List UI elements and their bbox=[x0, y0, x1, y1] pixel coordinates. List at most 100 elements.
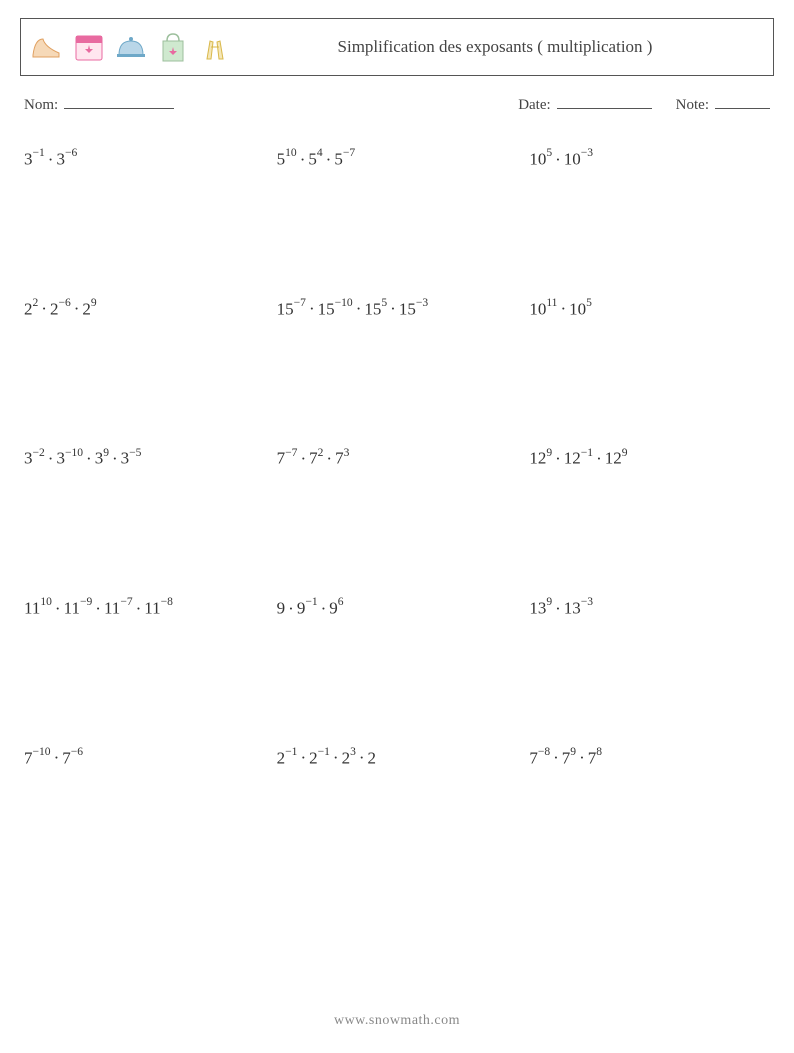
problem: 7−10·7−6 bbox=[24, 747, 265, 769]
meta-right: Date: Note: bbox=[518, 94, 770, 114]
term-base: 3 bbox=[56, 150, 65, 169]
term-exponent: −10 bbox=[33, 745, 51, 758]
term-exponent: 6 bbox=[338, 595, 344, 608]
name-label: Nom: bbox=[24, 97, 58, 114]
term-exponent: −1 bbox=[305, 595, 317, 608]
term-base: 15 bbox=[399, 299, 416, 318]
dot-operator: · bbox=[52, 599, 64, 618]
term-exponent: 4 bbox=[317, 146, 323, 159]
term-base: 15 bbox=[277, 299, 294, 318]
problem: 22·2−6·29 bbox=[24, 298, 265, 320]
term-exponent: −6 bbox=[65, 146, 77, 159]
dot-operator: · bbox=[593, 449, 605, 468]
dot-operator: · bbox=[92, 599, 104, 618]
dot-operator: · bbox=[550, 748, 562, 767]
dot-operator: · bbox=[318, 599, 330, 618]
term-base: 12 bbox=[529, 449, 546, 468]
dot-operator: · bbox=[133, 599, 145, 618]
date-blank[interactable] bbox=[557, 94, 652, 109]
dot-operator: · bbox=[109, 449, 121, 468]
dot-operator: · bbox=[552, 150, 564, 169]
problem: 1110·11−9·11−7·11−8 bbox=[24, 597, 265, 619]
term-exponent: 8 bbox=[596, 745, 602, 758]
dot-operator: · bbox=[323, 150, 335, 169]
term-base: 3 bbox=[24, 449, 33, 468]
term-exponent: −7 bbox=[285, 446, 297, 459]
term-base: 9 bbox=[277, 599, 286, 618]
problem: 15−7·15−10·155·15−3 bbox=[277, 298, 518, 320]
dot-operator: · bbox=[330, 748, 342, 767]
term-exponent: 9 bbox=[103, 446, 109, 459]
cloche-icon bbox=[113, 29, 149, 65]
term-base: 2 bbox=[368, 748, 377, 767]
term-exponent: 5 bbox=[381, 296, 387, 309]
term-base: 7 bbox=[335, 449, 344, 468]
term-base: 10 bbox=[529, 150, 546, 169]
problem: 139·13−3 bbox=[529, 597, 770, 619]
term-exponent: −6 bbox=[71, 745, 83, 758]
problems-grid: 3−1·3−6510·54·5−7105·10−322·2−6·2915−7·1… bbox=[20, 148, 774, 768]
term-base: 11 bbox=[24, 599, 40, 618]
name-blank[interactable] bbox=[64, 94, 174, 109]
term-base: 5 bbox=[308, 150, 317, 169]
term-exponent: −2 bbox=[33, 446, 45, 459]
term-base: 7 bbox=[309, 449, 318, 468]
term-exponent: −1 bbox=[318, 745, 330, 758]
term-exponent: −3 bbox=[581, 595, 593, 608]
dot-operator: · bbox=[45, 150, 57, 169]
term-exponent: 3 bbox=[344, 446, 350, 459]
dot-operator: · bbox=[297, 748, 309, 767]
dot-operator: · bbox=[323, 449, 335, 468]
term-base: 13 bbox=[529, 599, 546, 618]
term-base: 3 bbox=[95, 449, 104, 468]
term-base: 11 bbox=[104, 599, 120, 618]
term-base: 9 bbox=[329, 599, 338, 618]
term-base: 10 bbox=[529, 299, 546, 318]
header-box: Simplification des exposants ( multiplic… bbox=[20, 18, 774, 76]
term-base: 10 bbox=[564, 150, 581, 169]
term-exponent: 9 bbox=[622, 446, 628, 459]
term-base: 15 bbox=[364, 299, 381, 318]
note-blank[interactable] bbox=[715, 94, 770, 109]
term-base: 3 bbox=[56, 449, 65, 468]
term-exponent: −10 bbox=[335, 296, 353, 309]
term-exponent: 9 bbox=[546, 446, 552, 459]
term-base: 7 bbox=[529, 748, 538, 767]
term-base: 2 bbox=[342, 748, 351, 767]
term-exponent: 10 bbox=[40, 595, 52, 608]
problem: 3−1·3−6 bbox=[24, 148, 265, 170]
dot-operator: · bbox=[356, 748, 368, 767]
icon-strip bbox=[29, 29, 233, 65]
term-base: 7 bbox=[277, 449, 286, 468]
dot-operator: · bbox=[306, 299, 318, 318]
term-exponent: −6 bbox=[58, 296, 70, 309]
dot-operator: · bbox=[285, 599, 297, 618]
problem: 510·54·5−7 bbox=[277, 148, 518, 170]
dot-operator: · bbox=[387, 299, 399, 318]
term-exponent: −1 bbox=[285, 745, 297, 758]
term-exponent: 3 bbox=[350, 745, 356, 758]
term-exponent: −10 bbox=[65, 446, 83, 459]
term-exponent: 9 bbox=[91, 296, 97, 309]
problem: 7−7·72·73 bbox=[277, 447, 518, 469]
term-base: 2 bbox=[24, 299, 33, 318]
term-exponent: −9 bbox=[80, 595, 92, 608]
term-exponent: 10 bbox=[285, 146, 297, 159]
dot-operator: · bbox=[83, 449, 95, 468]
term-exponent: 5 bbox=[586, 296, 592, 309]
dot-operator: · bbox=[51, 748, 63, 767]
term-exponent: −7 bbox=[120, 595, 132, 608]
problem: 1011·105 bbox=[529, 298, 770, 320]
problem: 105·10−3 bbox=[529, 148, 770, 170]
term-base: 11 bbox=[64, 599, 80, 618]
term-base: 2 bbox=[82, 299, 91, 318]
shoe-icon bbox=[29, 29, 65, 65]
dot-operator: · bbox=[552, 449, 564, 468]
dot-operator: · bbox=[576, 748, 588, 767]
problem: 2−1·2−1·23·2 bbox=[277, 747, 518, 769]
term-base: 10 bbox=[569, 299, 586, 318]
term-base: 7 bbox=[588, 748, 597, 767]
term-base: 11 bbox=[144, 599, 160, 618]
dot-operator: · bbox=[71, 299, 83, 318]
term-base: 5 bbox=[277, 150, 286, 169]
